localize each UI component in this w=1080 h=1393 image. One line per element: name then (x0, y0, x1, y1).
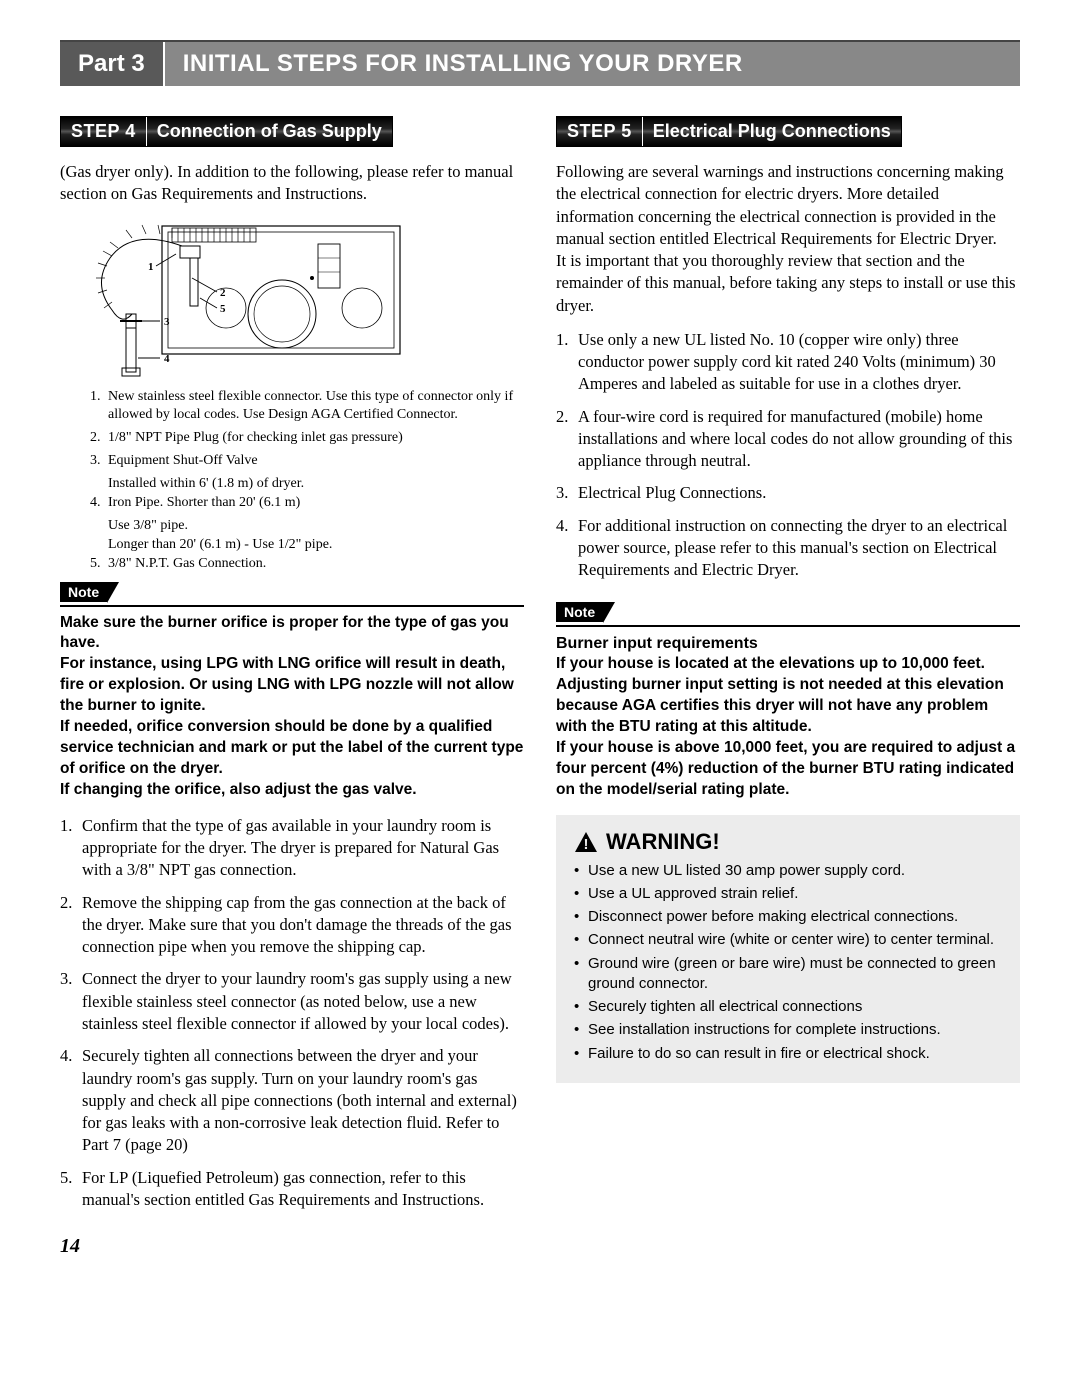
step5-intro: Following are several warnings and instr… (556, 161, 1020, 317)
diagram-legend-sub: Installed within 6' (1.8 m) of dryer. (108, 475, 524, 494)
step-item: For LP (Liquefied Petroleum) gas connect… (60, 1167, 524, 1212)
note-body-right: Burner input requirements If your house … (556, 633, 1020, 801)
diagram-legend-item: 2.1/8" NPT Pipe Plug (for checking inlet… (90, 429, 524, 448)
step-item: Electrical Plug Connections. (556, 482, 1020, 504)
diagram-label-2: 2 (220, 287, 226, 299)
step4-label: STEP 4 (61, 117, 147, 146)
left-column: STEP 4 Connection of Gas Supply (Gas dry… (60, 116, 524, 1223)
dryer-back-illustration: 1 2 3 4 5 (72, 218, 402, 378)
warning-box: ! WARNING! Use a new UL listed 30 amp po… (556, 815, 1020, 1083)
step4-steps-list: Confirm that the type of gas available i… (60, 815, 524, 1211)
note-block-left: Note Make sure the burner orifice is pro… (60, 582, 524, 801)
gas-connection-diagram: 1 2 3 4 5 (72, 218, 524, 378)
step5-bar: STEP 5 Electrical Plug Connections (556, 116, 902, 147)
step-item: Use only a new UL listed No. 10 (copper … (556, 329, 1020, 396)
step5-label: STEP 5 (557, 117, 643, 146)
warning-item: Ground wire (green or bare wire) must be… (574, 954, 1002, 995)
warning-item: Disconnect power before making electrica… (574, 907, 1002, 927)
step5-steps-list: Use only a new UL listed No. 10 (copper … (556, 329, 1020, 582)
diagram-legend-list: 1.New stainless steel flexible connector… (90, 388, 524, 574)
step-item: Confirm that the type of gas available i… (60, 815, 524, 882)
note-rule-right (556, 625, 1020, 627)
warning-item: Connect neutral wire (white or center wi… (574, 930, 1002, 950)
diagram-legend-item: 5.3/8" N.P.T. Gas Connection. (90, 555, 524, 574)
diagram-label-1: 1 (148, 261, 154, 273)
step4-bar: STEP 4 Connection of Gas Supply (60, 116, 393, 147)
step-item: Remove the shipping cap from the gas con… (60, 892, 524, 959)
part-label: Part 3 (60, 42, 165, 86)
warning-item: Use a new UL listed 30 amp power supply … (574, 861, 1002, 881)
step4-intro: (Gas dryer only). In addition to the fol… (60, 161, 524, 206)
step-item: Securely tighten all connections between… (60, 1045, 524, 1156)
step-item: For additional instruction on connecting… (556, 515, 1020, 582)
step5-title: Electrical Plug Connections (643, 117, 901, 146)
diagram-legend-item: 1.New stainless steel flexible connector… (90, 388, 524, 426)
warning-label: WARNING! (606, 829, 720, 855)
diagram-legend-sub: Use 3/8" pipe. (108, 517, 524, 536)
step-item: Connect the dryer to your laundry room's… (60, 968, 524, 1035)
content-columns: STEP 4 Connection of Gas Supply (Gas dry… (60, 116, 1020, 1223)
svg-text:!: ! (584, 836, 589, 853)
warning-heading: ! WARNING! (574, 829, 1002, 855)
page-header: Part 3 INITIAL STEPS FOR INSTALLING YOUR… (60, 40, 1020, 86)
diagram-label-4: 4 (164, 353, 170, 365)
part-title: INITIAL STEPS FOR INSTALLING YOUR DRYER (165, 42, 1020, 86)
warning-item: Use a UL approved strain relief. (574, 884, 1002, 904)
step-item: A four-wire cord is required for manufac… (556, 406, 1020, 473)
warning-item: Securely tighten all electrical connecti… (574, 997, 1002, 1017)
warning-item: See installation instructions for comple… (574, 1020, 1002, 1040)
note-block-right: Note Burner input requirements If your h… (556, 602, 1020, 801)
diagram-label-5: 5 (220, 303, 226, 315)
diagram-legend-sub: Longer than 20' (6.1 m) - Use 1/2" pipe. (108, 536, 524, 555)
diagram-legend-item: 3.Equipment Shut-Off Valve (90, 452, 524, 471)
diagram-legend-item: 4.Iron Pipe. Shorter than 20' (6.1 m) (90, 494, 524, 513)
note-label: Note (60, 582, 107, 602)
note-subhead: Burner input requirements (556, 633, 1020, 655)
diagram-label-3: 3 (164, 316, 170, 328)
note-rule (60, 605, 524, 607)
right-column: STEP 5 Electrical Plug Connections Follo… (556, 116, 1020, 1223)
note-label-right: Note (556, 602, 603, 622)
warning-item: Failure to do so can result in fire or e… (574, 1044, 1002, 1064)
warning-list: Use a new UL listed 30 amp power supply … (574, 861, 1002, 1064)
step4-title: Connection of Gas Supply (147, 117, 392, 146)
warning-icon: ! (574, 831, 598, 853)
page-number: 14 (60, 1235, 1020, 1258)
note-body-left: Make sure the burner orifice is proper f… (60, 613, 524, 801)
